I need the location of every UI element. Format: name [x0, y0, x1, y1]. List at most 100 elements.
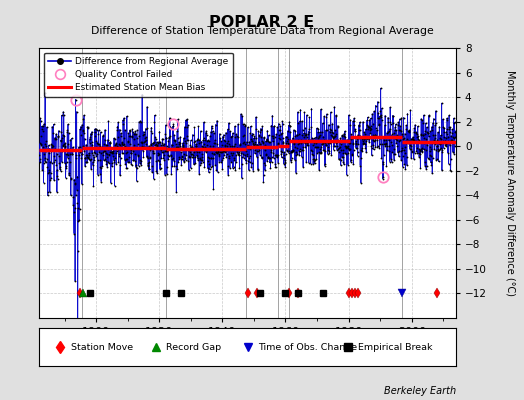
Point — [200, 134, 208, 141]
Point — [401, 130, 409, 137]
Point — [379, 152, 388, 158]
Point — [123, 164, 131, 171]
Point — [140, 139, 148, 145]
Point — [331, 143, 339, 150]
Point — [167, 171, 176, 177]
Point — [196, 156, 205, 163]
Point — [448, 126, 456, 133]
Point — [304, 128, 313, 135]
Point — [422, 166, 430, 172]
Point — [285, 150, 293, 156]
Point — [348, 135, 356, 141]
Point — [363, 136, 372, 142]
Point — [169, 121, 178, 127]
Point — [143, 154, 151, 160]
Point — [413, 145, 421, 151]
Point — [340, 161, 348, 168]
Text: Empirical Break: Empirical Break — [358, 342, 432, 352]
Point — [324, 144, 332, 150]
Point — [288, 147, 296, 154]
Point — [235, 152, 243, 158]
Point — [109, 148, 117, 154]
Point — [364, 123, 372, 129]
Point — [341, 128, 349, 134]
Point — [135, 145, 144, 152]
Point — [298, 147, 307, 154]
Point — [437, 145, 445, 152]
Point — [192, 149, 201, 156]
Point — [356, 133, 365, 139]
Point — [132, 164, 140, 170]
Point — [348, 141, 357, 147]
Point — [256, 141, 265, 147]
Point — [446, 156, 455, 162]
Point — [97, 165, 105, 172]
Point — [305, 114, 313, 121]
Point — [286, 122, 294, 129]
Point — [278, 121, 287, 127]
Point — [414, 150, 423, 156]
Point — [275, 127, 283, 133]
Point — [356, 119, 364, 125]
Text: Record Gap: Record Gap — [166, 342, 222, 352]
Point — [175, 156, 183, 163]
Point — [143, 153, 151, 159]
Point — [378, 176, 387, 182]
Point — [193, 137, 201, 144]
Point — [294, 141, 302, 147]
Point — [416, 148, 424, 154]
Point — [339, 159, 347, 166]
Point — [313, 149, 322, 156]
Point — [430, 146, 439, 152]
Point — [168, 146, 177, 152]
Point — [387, 139, 396, 145]
Point — [108, 152, 117, 159]
Point — [93, 145, 101, 151]
Point — [314, 144, 322, 151]
Point — [355, 127, 363, 134]
Point — [185, 152, 194, 159]
Point — [365, 124, 373, 131]
Point — [352, 140, 360, 147]
Point — [440, 134, 448, 140]
Point — [36, 140, 44, 146]
Text: Difference of Station Temperature Data from Regional Average: Difference of Station Temperature Data f… — [91, 26, 433, 36]
Point — [156, 166, 164, 172]
Point — [75, 217, 83, 224]
Point — [429, 132, 438, 138]
Point — [142, 137, 150, 143]
Point — [298, 132, 306, 138]
Point — [343, 145, 352, 151]
Point — [347, 131, 356, 138]
Point — [264, 154, 272, 161]
Point — [335, 138, 344, 144]
Point — [143, 124, 151, 131]
Point — [365, 117, 374, 123]
Point — [80, 130, 88, 136]
Point — [145, 166, 154, 172]
Point — [413, 131, 421, 137]
Point — [356, 134, 365, 140]
Point — [270, 123, 279, 130]
Point — [214, 144, 223, 151]
Point — [64, 140, 73, 147]
Point — [39, 179, 48, 186]
Point — [313, 129, 322, 136]
Point — [329, 129, 337, 136]
Point — [94, 127, 103, 134]
Point — [345, 140, 353, 146]
Point — [402, 139, 410, 146]
Point — [224, 162, 232, 169]
Point — [48, 142, 57, 148]
Point — [72, 152, 80, 158]
Point — [432, 108, 440, 114]
Point — [68, 150, 76, 157]
Point — [363, 114, 372, 120]
Point — [340, 132, 348, 139]
Point — [116, 154, 125, 161]
Point — [393, 134, 401, 141]
Point — [338, 132, 346, 139]
Point — [114, 159, 123, 166]
Point — [241, 141, 249, 147]
Point — [388, 149, 397, 156]
